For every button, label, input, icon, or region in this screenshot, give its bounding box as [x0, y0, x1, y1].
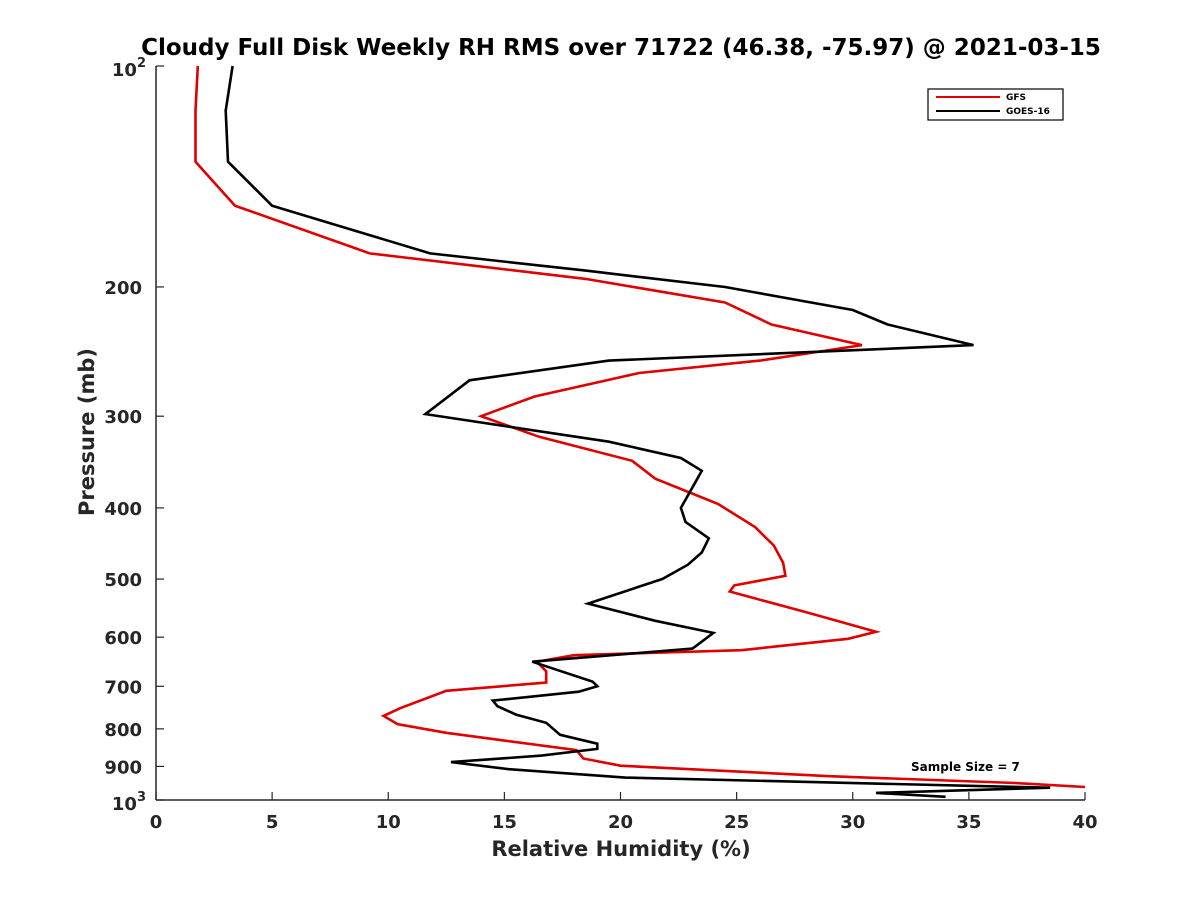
y-tick-label: 800	[104, 720, 142, 741]
plot-area: 0 5 10 15 20 25 30 35 40 10220030040050060070080…	[104, 56, 1097, 833]
legend-label-gfs: GFS	[1006, 93, 1026, 103]
x-tick-label: 15	[492, 812, 517, 833]
y-tick-label: 700	[104, 677, 142, 698]
series-line-gfs	[194, 65, 1086, 789]
y-tick-label: 600	[104, 628, 142, 649]
y-tick-label: 200	[104, 278, 142, 299]
x-tick-label: 30	[840, 812, 865, 833]
x-tick-label: 0	[150, 812, 163, 833]
y-tick-label: 400	[104, 499, 142, 520]
x-axis-label: Relative Humidity (%)	[491, 837, 750, 861]
x-tick-label: 20	[608, 812, 633, 833]
x-tick-label: 25	[724, 812, 749, 833]
y-tick-label: 900	[104, 757, 142, 778]
sample-size-annotation: Sample Size = 7	[911, 760, 1020, 774]
x-tick-label: 5	[266, 812, 279, 833]
legend-label-goes16: GOES-16	[1006, 107, 1050, 117]
x-tick-label: 35	[956, 812, 981, 833]
y-tick-exponent: 2	[137, 56, 146, 71]
legend-box	[927, 88, 1064, 121]
series-line-goes16	[224, 65, 1051, 799]
y-tick-label: 500	[104, 570, 142, 591]
y-tick-exponent: 3	[137, 790, 146, 805]
x-tick-label: 40	[1072, 812, 1097, 833]
legend: GFS GOES-16	[927, 88, 1064, 121]
y-tick-label: 300	[104, 407, 142, 428]
y-axis-label: Pressure (mb)	[75, 348, 99, 516]
chart-title: Cloudy Full Disk Weekly RH RMS over 7172…	[141, 35, 1101, 61]
plot-background	[156, 66, 1085, 800]
x-tick-label: 10	[376, 812, 401, 833]
x-axis-ticks: 0 5 10 15 20 25 30 35 40	[150, 792, 1098, 833]
series-layer	[194, 65, 1086, 799]
